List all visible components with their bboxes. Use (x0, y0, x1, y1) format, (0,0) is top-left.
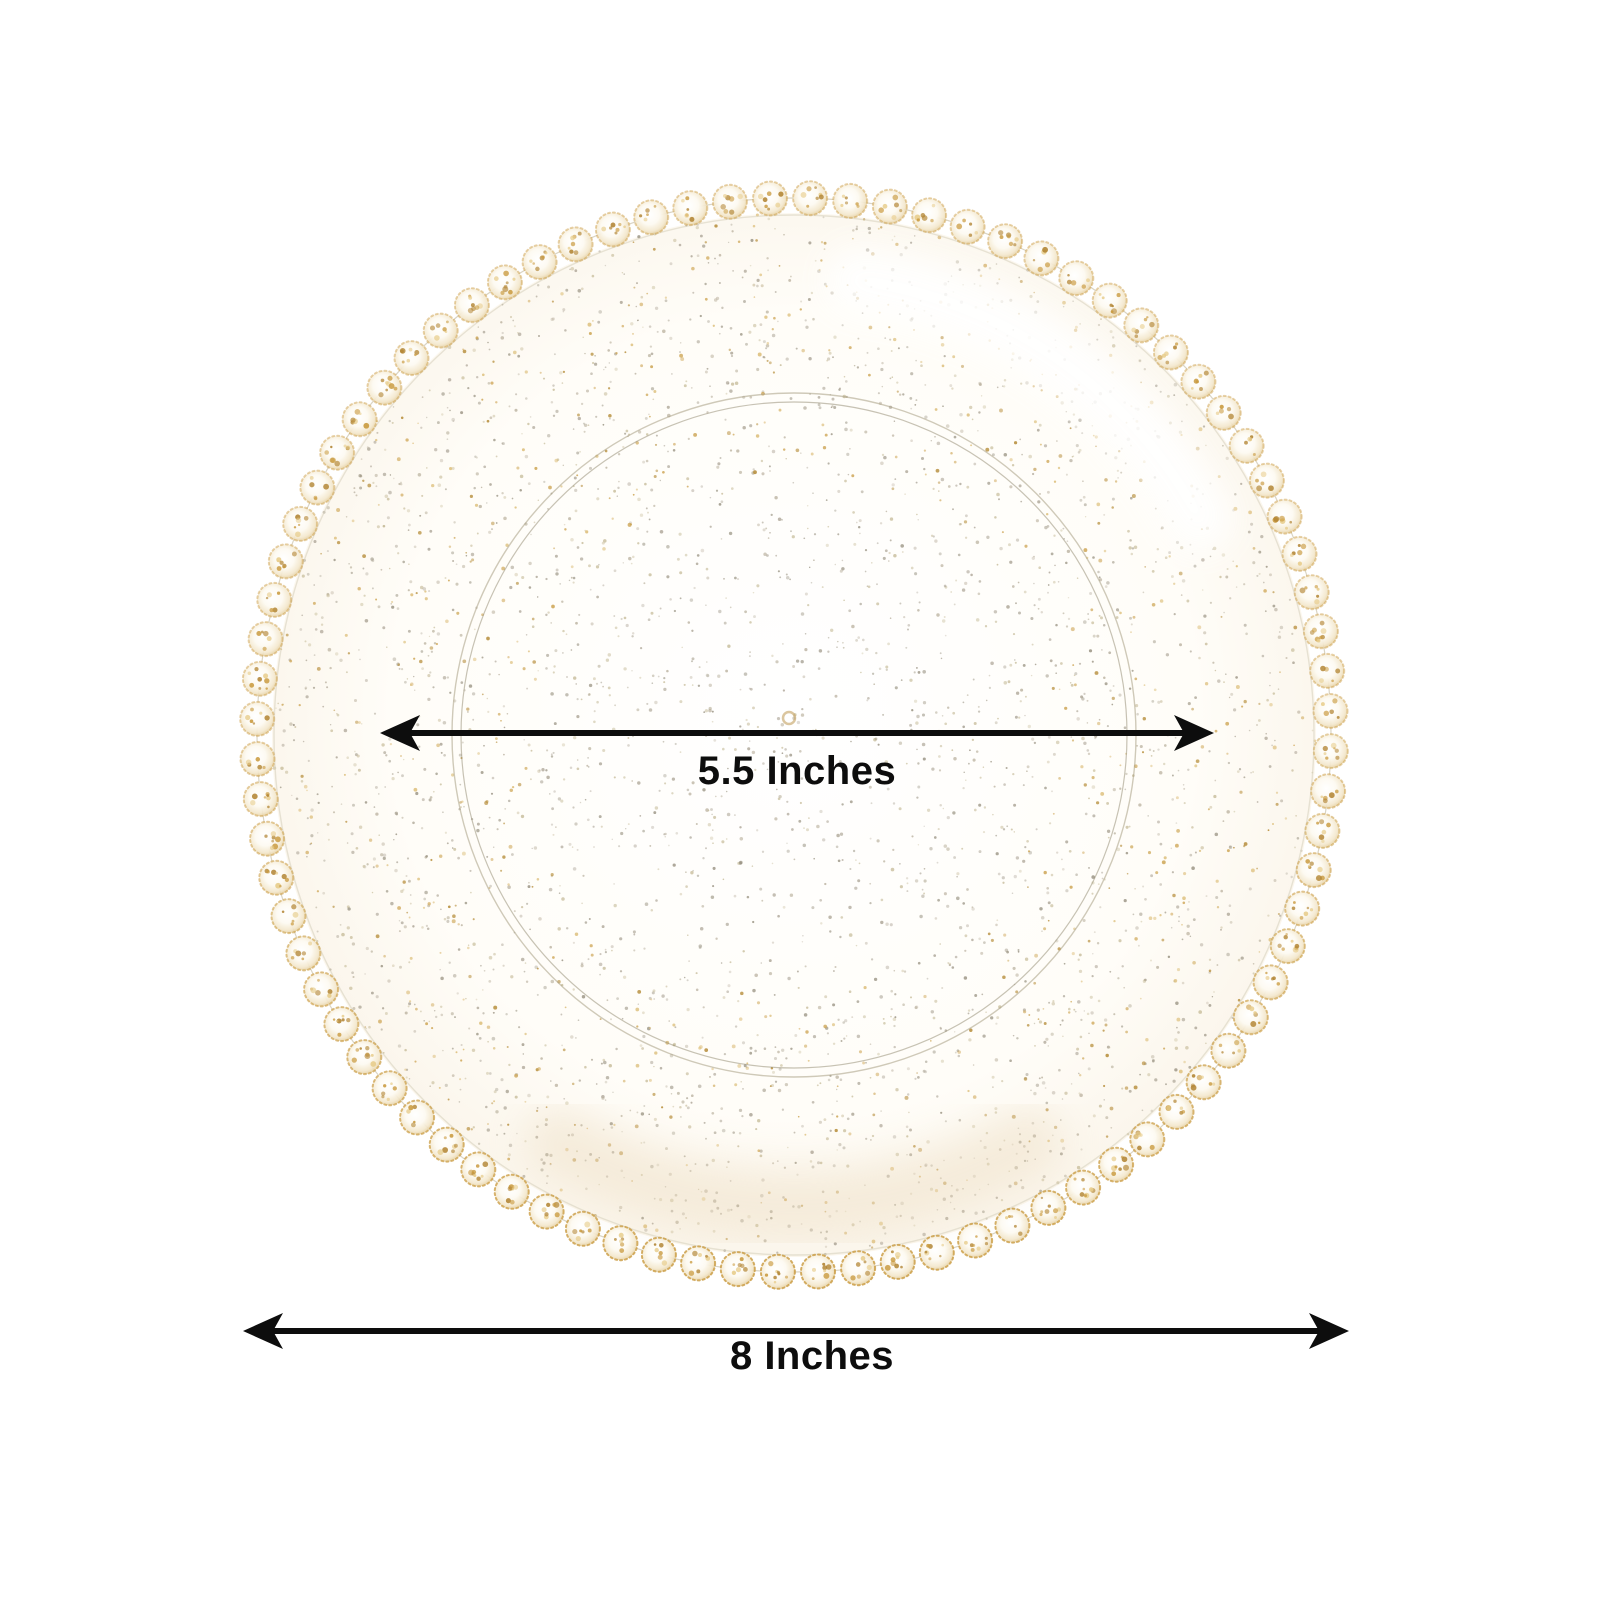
bead (633, 199, 670, 236)
bead (1210, 1032, 1247, 1069)
bead (1228, 427, 1265, 464)
bead (239, 741, 276, 777)
bead (256, 581, 293, 618)
bead (672, 190, 709, 227)
bead (393, 340, 430, 377)
bead (1158, 1093, 1195, 1130)
bead (399, 1099, 436, 1136)
bead (422, 312, 459, 349)
bead (1304, 812, 1341, 849)
bead (460, 1151, 497, 1188)
bead (1302, 613, 1339, 650)
bead (1123, 307, 1160, 344)
bead (299, 469, 336, 506)
bead (564, 1210, 601, 1247)
bead (242, 781, 279, 818)
bead (521, 244, 558, 281)
bead (602, 1225, 639, 1262)
bead (911, 197, 948, 234)
outer-diameter-label: 8 Inches (730, 1334, 894, 1378)
bead (640, 1236, 677, 1273)
bead (303, 971, 340, 1008)
inner-diameter-annotation: 5.5 Inches (380, 715, 1214, 793)
bead (493, 1173, 530, 1210)
bead (1180, 363, 1217, 400)
bead (319, 434, 356, 471)
bead (1058, 260, 1095, 297)
inner-diameter-label: 5.5 Inches (698, 749, 896, 793)
bead (1023, 240, 1060, 277)
bead (871, 188, 908, 225)
bead (1310, 773, 1347, 810)
plate-center-mark (781, 710, 797, 726)
bead (800, 1253, 836, 1290)
bead (1293, 574, 1330, 611)
bead (486, 264, 523, 301)
bead (239, 700, 276, 737)
bead (1185, 1064, 1222, 1101)
bead (1269, 928, 1306, 965)
beaded-rim (239, 180, 1349, 1290)
bead (341, 401, 378, 438)
bead (987, 223, 1024, 260)
bead (957, 1222, 994, 1259)
bead (994, 1207, 1031, 1244)
bead (1281, 535, 1318, 572)
bead (1098, 1146, 1135, 1183)
bead (285, 935, 322, 972)
bead (832, 182, 869, 219)
bead (366, 369, 403, 406)
bead (1284, 890, 1321, 927)
bead (1295, 852, 1332, 889)
arrowhead-right-icon (1309, 1313, 1349, 1349)
arrowhead-left-icon (380, 715, 420, 751)
bead (1232, 999, 1269, 1036)
bead (371, 1070, 408, 1107)
bead (1205, 394, 1242, 431)
bead (1309, 652, 1346, 689)
arrowhead-right-icon (1174, 715, 1214, 751)
bead (247, 621, 284, 658)
bead (879, 1243, 916, 1280)
outer-diameter-annotation: 8 Inches (243, 1313, 1349, 1378)
bead (759, 1253, 796, 1290)
bead (282, 505, 319, 542)
plate-edge-line (273, 214, 1315, 1256)
bead (1248, 462, 1285, 499)
bead (1129, 1121, 1166, 1158)
bead (711, 183, 748, 220)
bead (270, 898, 307, 935)
bead (840, 1250, 877, 1287)
bead (680, 1245, 717, 1282)
bead (594, 211, 631, 248)
bead (1252, 964, 1289, 1001)
bead (428, 1126, 465, 1163)
bead (249, 820, 286, 857)
bead (949, 208, 986, 245)
bead (346, 1039, 383, 1076)
bead (241, 660, 278, 697)
plate-highlight (826, 248, 1232, 551)
plate-bottom-shading (524, 1107, 1064, 1240)
bead (258, 859, 295, 896)
bead (1312, 693, 1349, 729)
bead (1312, 733, 1349, 770)
bead (1152, 334, 1189, 371)
bead (528, 1193, 565, 1230)
bead (267, 543, 304, 580)
bead (918, 1234, 955, 1271)
bead (557, 226, 594, 263)
bead (719, 1251, 756, 1288)
bead (323, 1006, 360, 1043)
bead (1091, 282, 1128, 319)
bead (792, 180, 829, 217)
bead (1030, 1189, 1067, 1226)
bead (1266, 498, 1303, 535)
bead (752, 180, 788, 217)
bead (453, 287, 490, 324)
bead (1065, 1169, 1102, 1206)
arrowhead-left-icon (243, 1313, 283, 1349)
